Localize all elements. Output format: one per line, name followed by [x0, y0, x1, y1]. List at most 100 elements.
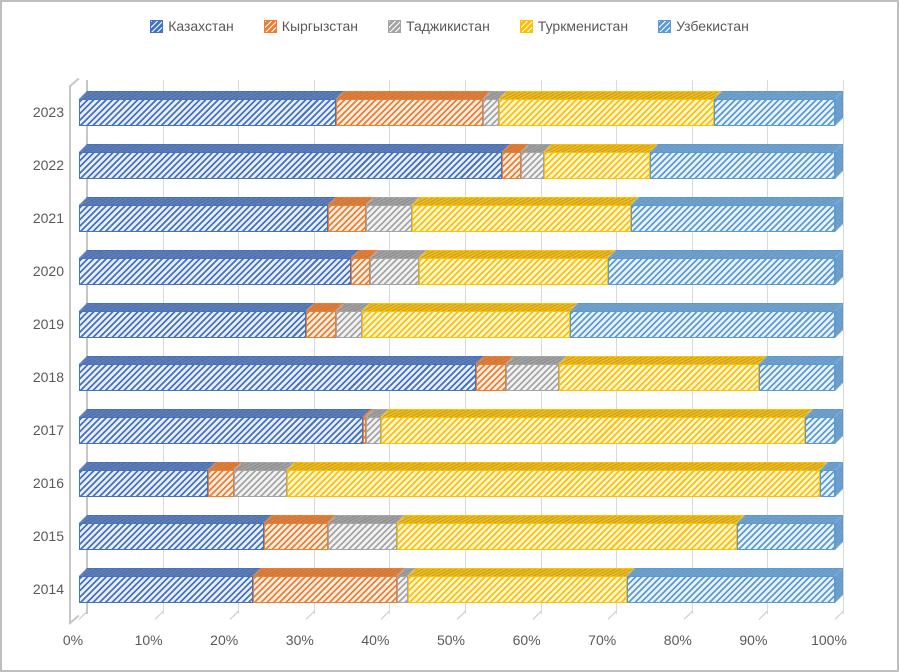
gridline-30 — [313, 80, 315, 614]
bar-segment-uzbekistan-2021 — [630, 205, 835, 232]
bar-segment-uzbekistan-2014 — [627, 576, 835, 603]
bar-row-2022 — [79, 152, 835, 179]
bar-segment-turkmenistan-2019 — [362, 311, 571, 338]
gridline-90 — [767, 80, 769, 614]
x-axis-label-0: 0% — [62, 632, 84, 648]
bar-segment-kazakhstan-2022 — [79, 152, 503, 179]
gridline-60 — [540, 80, 542, 614]
bar-top-tajikistan-2018 — [506, 356, 568, 364]
bar-top-face-2022 — [79, 144, 843, 152]
bar-segment-kyrgyzstan-2022 — [502, 152, 522, 179]
bar-top-uzbekistan-2014 — [627, 568, 843, 576]
bar-segment-uzbekistan-2015 — [736, 523, 835, 550]
bar-segment-tajikistan-2023 — [483, 99, 499, 126]
bar-top-uzbekistan-2018 — [759, 356, 843, 364]
gridline-50 — [465, 80, 466, 614]
bar-segment-turkmenistan-2021 — [411, 205, 631, 232]
bar-row-2019 — [79, 311, 835, 338]
bar-segment-tajikistan-2020 — [370, 258, 420, 285]
gridline-100 — [843, 80, 844, 614]
bar-row-2017 — [79, 417, 835, 444]
legend-swatch-turkmenistan-icon — [519, 19, 533, 33]
legend-item-kazakhstan: Казахстан — [150, 18, 234, 34]
bar-segment-uzbekistan-2023 — [714, 99, 835, 126]
bar-top-kazakhstan-2016 — [79, 462, 216, 470]
x-axis-label-90: 90% — [739, 632, 768, 648]
axis-tick-10 — [154, 610, 164, 620]
bar-segment-kazakhstan-2016 — [79, 470, 208, 497]
bar-top-tajikistan-2015 — [328, 515, 405, 523]
bar-segment-turkmenistan-2017 — [381, 417, 805, 444]
y-axis-label-2018: 2018 — [32, 369, 64, 385]
bar-top-face-2015 — [79, 515, 843, 523]
bar-top-kazakhstan-2023 — [79, 91, 345, 99]
x-axis-label-40: 40% — [361, 632, 390, 648]
axis-tick-60 — [532, 610, 542, 620]
bar-segment-tajikistan-2014 — [396, 576, 408, 603]
bar-top-uzbekistan-2020 — [608, 250, 843, 258]
bar-top-face-2018 — [79, 356, 843, 364]
x-axis-label-30: 30% — [285, 632, 314, 648]
bar-top-turkmenistan-2019 — [362, 303, 579, 311]
y-axis-label-2021: 2021 — [32, 210, 64, 226]
legend-item-tajikistan: Таджикистан — [388, 18, 490, 34]
bar-segment-kazakhstan-2019 — [79, 311, 306, 338]
axis-tick-50 — [456, 610, 466, 620]
bar-segment-uzbekistan-2018 — [759, 364, 835, 391]
bar-top-kazakhstan-2022 — [79, 144, 511, 152]
bar-segment-turkmenistan-2016 — [286, 470, 820, 497]
y-axis-label-2014: 2014 — [32, 581, 64, 597]
x-axis-label-80: 80% — [663, 632, 692, 648]
axis-tick-90 — [759, 610, 769, 620]
bar-top-uzbekistan-2021 — [630, 197, 843, 205]
axis-tick-80 — [683, 610, 693, 620]
bar-top-turkmenistan-2020 — [419, 250, 617, 258]
legend-label-tajikistan: Таджикистан — [406, 18, 490, 34]
axis-tick-40 — [381, 610, 391, 620]
x-axis-label-70: 70% — [588, 632, 617, 648]
y-axis-label-2022: 2022 — [32, 157, 64, 173]
bar-top-face-2020 — [79, 250, 843, 258]
bar-top-turkmenistan-2022 — [543, 144, 658, 152]
bar-segment-kazakhstan-2023 — [79, 99, 337, 126]
x-axis-label-10: 10% — [134, 632, 163, 648]
axis-wall-top-join — [68, 77, 80, 88]
bar-side-face-2019 — [835, 303, 843, 338]
bar-side-face-2014 — [835, 568, 843, 603]
bar-top-turkmenistan-2017 — [381, 409, 813, 417]
legend-item-turkmenistan: Туркменистан — [519, 18, 628, 34]
bar-segment-kyrgyzstan-2017 — [362, 417, 367, 444]
x-axis-label-50: 50% — [436, 632, 466, 648]
x-axis-label-20: 20% — [210, 632, 239, 648]
bar-top-turkmenistan-2015 — [396, 515, 745, 523]
bar-segment-tajikistan-2021 — [366, 205, 412, 232]
gridline-40 — [389, 80, 391, 614]
bar-top-kazakhstan-2017 — [79, 409, 371, 417]
legend-swatch-kazakhstan-icon — [150, 19, 164, 33]
bar-top-kazakhstan-2014 — [79, 568, 261, 576]
bar-segment-kazakhstan-2015 — [79, 523, 265, 550]
bar-top-turkmenistan-2018 — [559, 356, 768, 364]
bar-side-face-2022 — [835, 144, 843, 179]
bar-segment-turkmenistan-2015 — [396, 523, 737, 550]
bar-top-turkmenistan-2023 — [498, 91, 722, 99]
bar-segment-uzbekistan-2019 — [570, 311, 835, 338]
bar-row-2014 — [79, 576, 835, 603]
bar-top-turkmenistan-2014 — [407, 568, 636, 576]
bar-top-kyrgyzstan-2015 — [264, 515, 337, 523]
bar-top-uzbekistan-2023 — [714, 91, 843, 99]
bar-segment-uzbekistan-2022 — [649, 152, 835, 179]
bar-top-turkmenistan-2016 — [286, 462, 828, 470]
bar-segment-kyrgyzstan-2021 — [328, 205, 367, 232]
bar-segment-turkmenistan-2022 — [543, 152, 650, 179]
bar-segment-kazakhstan-2017 — [79, 417, 363, 444]
bar-segment-kyrgyzstan-2023 — [336, 99, 484, 126]
bar-row-2023 — [79, 99, 835, 126]
gridline-70 — [616, 80, 618, 614]
legend-swatch-uzbekistan-icon — [658, 19, 672, 33]
y-axis-label-2015: 2015 — [32, 528, 64, 544]
bar-segment-kazakhstan-2021 — [79, 205, 329, 232]
bar-top-uzbekistan-2015 — [736, 515, 843, 523]
bar-top-face-2014 — [79, 568, 843, 576]
bar-segment-kazakhstan-2020 — [79, 258, 352, 285]
